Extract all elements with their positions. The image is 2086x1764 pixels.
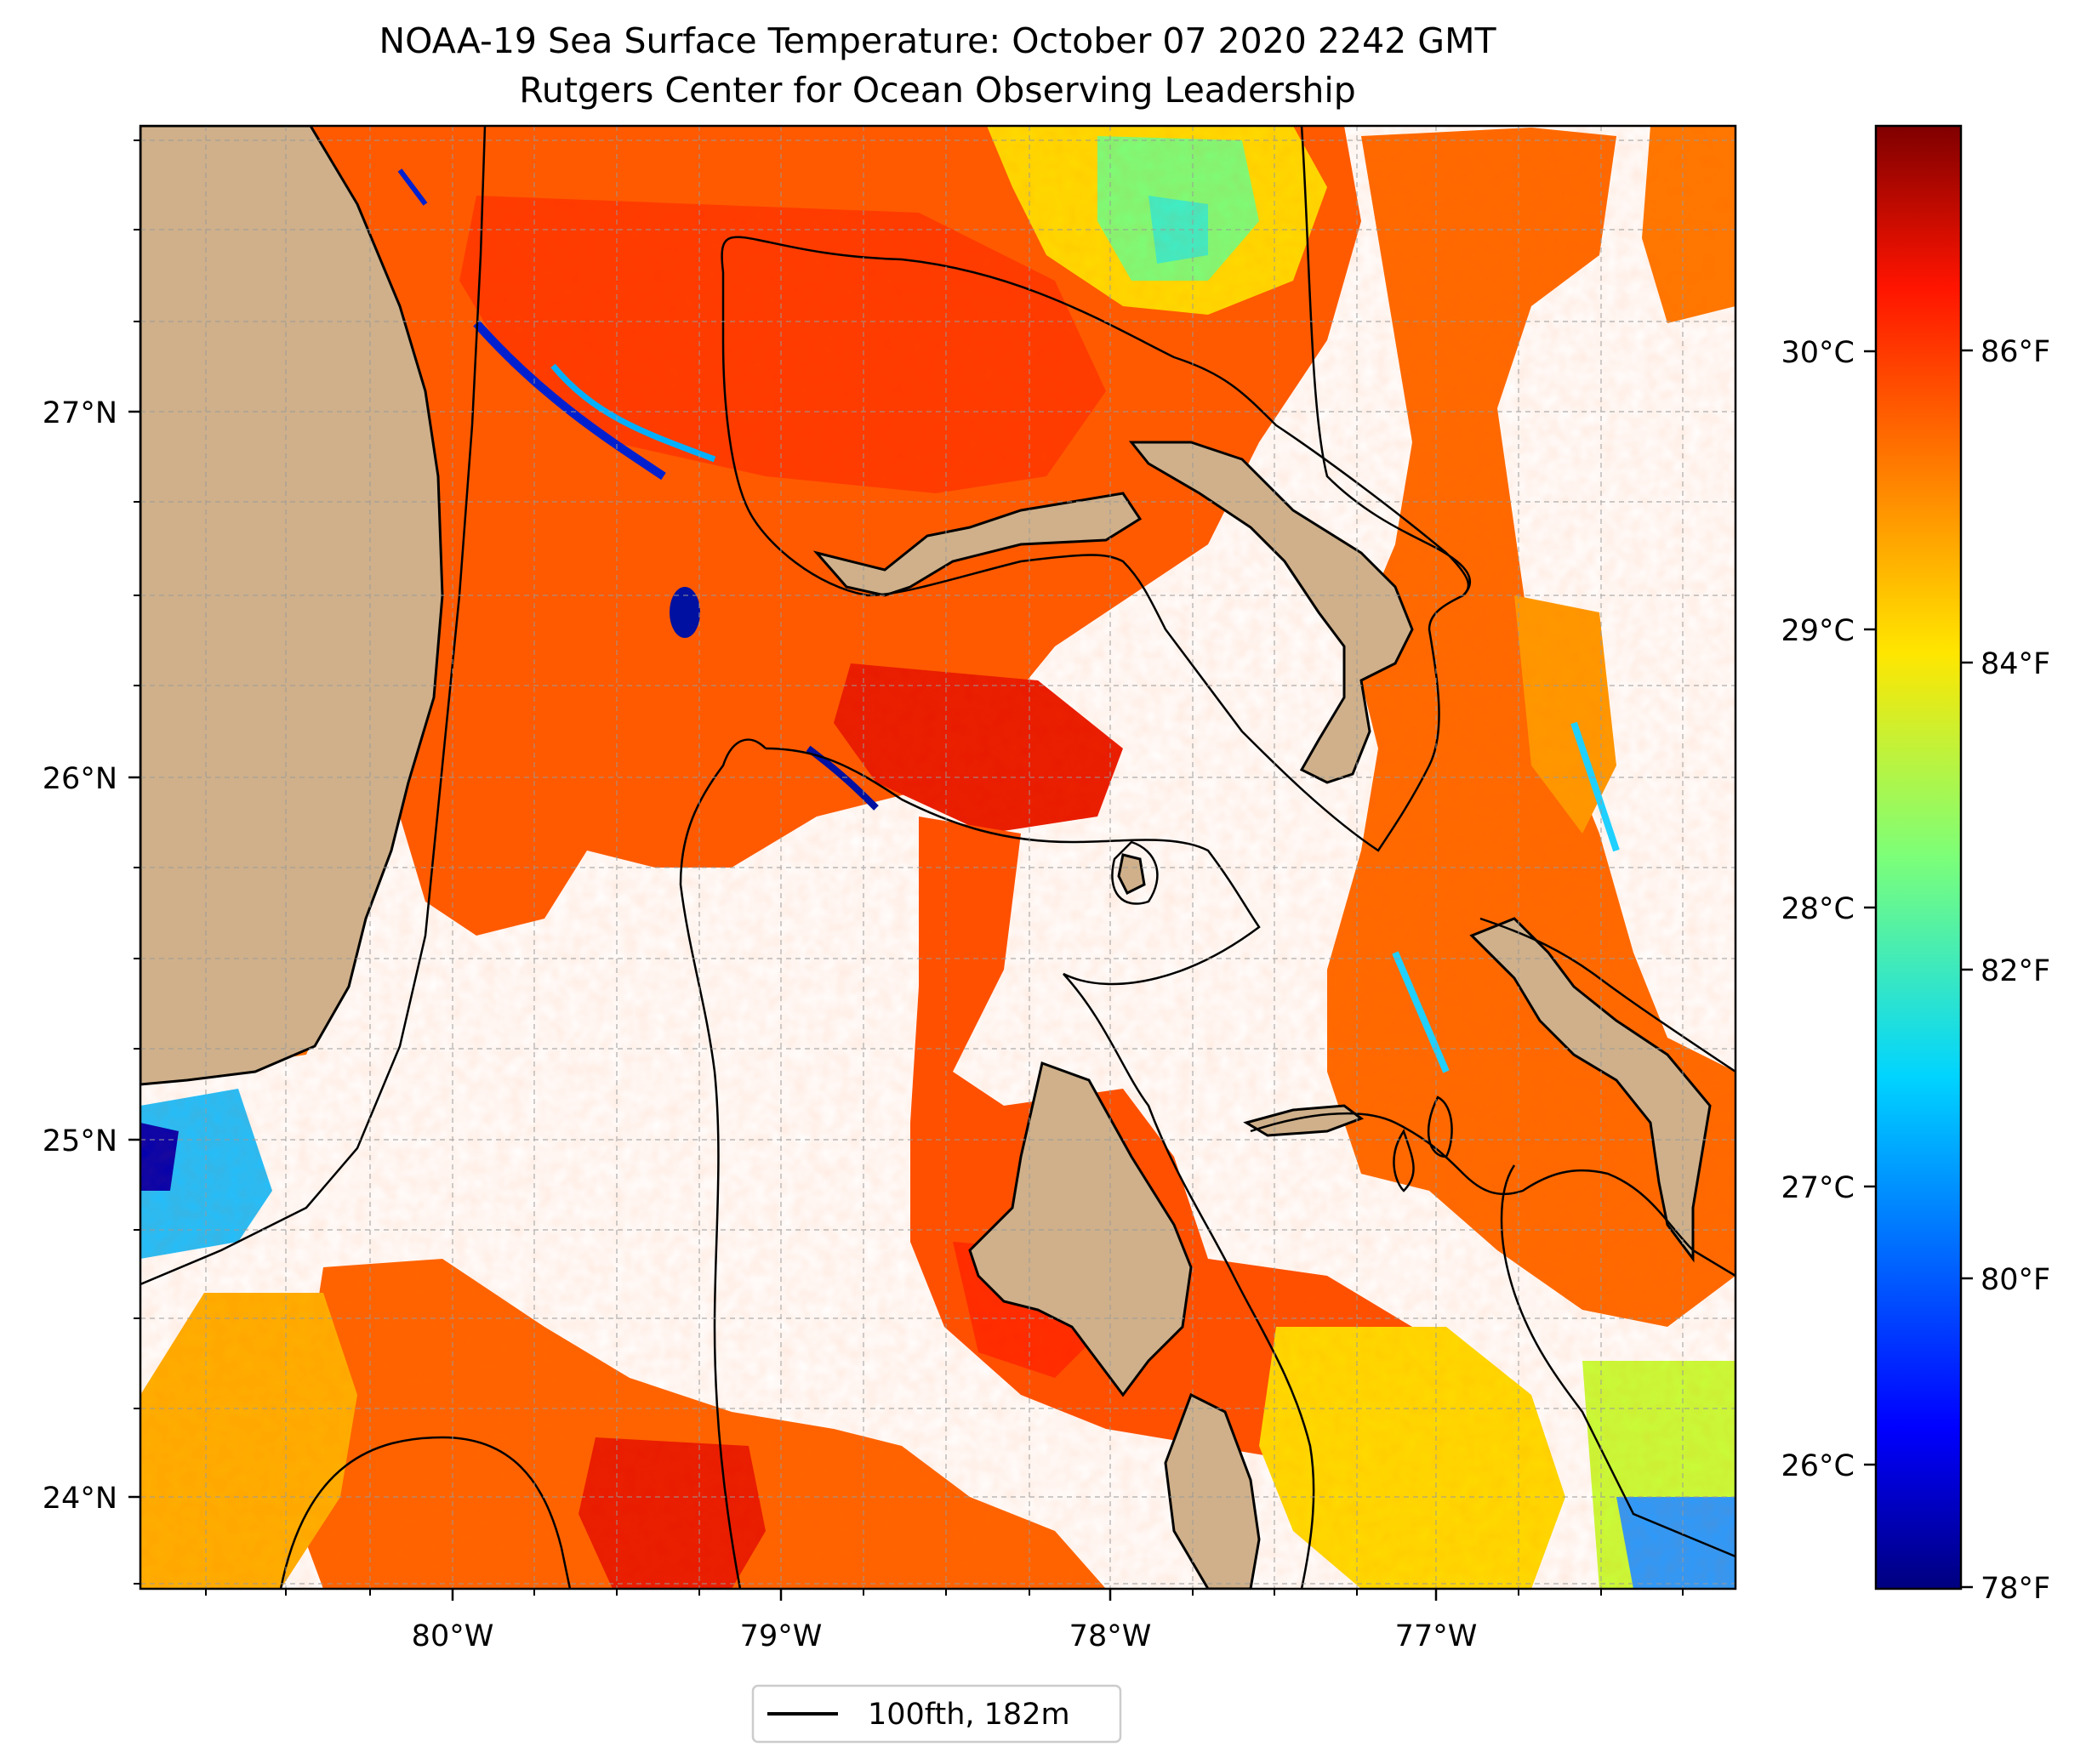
isobath-100fth <box>140 126 1735 1589</box>
exuma-land <box>1164 1392 1261 1589</box>
legend-label: 100fth, 182m <box>868 1698 1070 1732</box>
lat-tick-label: 26°N <box>43 762 117 796</box>
title-line-2: Rutgers Center for Ocean Observing Leade… <box>519 70 1356 111</box>
colorbar-celsius-label: 29°C <box>1781 614 1855 648</box>
berry-islands-land <box>1117 853 1146 896</box>
eleuthera-land <box>1469 917 1712 1263</box>
lat-axis: 27°N 26°N 25°N 24°N <box>43 396 140 1516</box>
lon-tick-label: 79°W <box>740 1619 823 1653</box>
map-gridlines <box>140 126 1735 1589</box>
lon-tick-label: 77°W <box>1395 1619 1478 1653</box>
lat-tick-label: 27°N <box>43 396 117 430</box>
colorbar-gradient <box>1874 124 1963 1590</box>
colorbar-fahrenheit-label: 82°F <box>1981 954 2050 988</box>
map-frame <box>139 124 1737 1590</box>
great-abaco-land <box>1128 441 1414 784</box>
andros-land <box>968 1061 1193 1397</box>
legend-box <box>751 1684 1122 1744</box>
map-panel <box>140 126 1735 1589</box>
florida-land <box>140 126 444 1086</box>
lon-tick-label: 78°W <box>1069 1619 1152 1653</box>
colorbar-celsius-label: 28°C <box>1781 892 1855 926</box>
colorbar: 30°C 29°C 28°C 27°C 26°C 86°F 84°F 82°F … <box>1781 124 2050 1606</box>
colorbar-celsius-label: 26°C <box>1781 1449 1855 1483</box>
colorbar-fahrenheit-label: 78°F <box>1981 1572 2050 1606</box>
title-line-1: NOAA-19 Sea Surface Temperature: October… <box>379 20 1496 61</box>
legend: 100fth, 182m <box>751 1684 1122 1744</box>
lon-axis: 80°W 79°W 78°W 77°W <box>412 1589 1478 1653</box>
lat-tick-label: 24°N <box>43 1482 117 1516</box>
colorbar-fahrenheit-label: 80°F <box>1981 1263 2050 1297</box>
map-minor-ticks <box>134 139 1684 1596</box>
lon-tick-label: 80°W <box>412 1619 494 1653</box>
lat-tick-label: 25°N <box>43 1124 117 1158</box>
colorbar-celsius-label: 30°C <box>1781 336 1855 370</box>
colorbar-fahrenheit-label: 86°F <box>1981 335 2050 369</box>
colorbar-celsius-label: 27°C <box>1781 1171 1855 1205</box>
colorbar-fahrenheit-label: 84°F <box>1981 647 2050 681</box>
